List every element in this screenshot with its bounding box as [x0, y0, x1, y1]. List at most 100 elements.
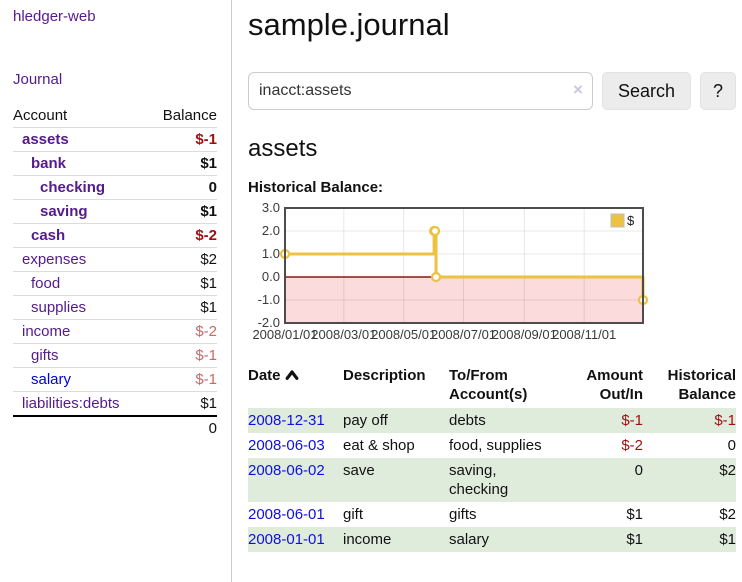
transaction-amount: $1	[626, 506, 643, 523]
transaction-description: pay off	[343, 412, 388, 429]
brand-link[interactable]: hledger-web	[13, 8, 96, 25]
account-name-cell: expenses	[13, 248, 148, 272]
account-name-cell: gifts	[13, 344, 148, 368]
page-title: sample.journal	[248, 7, 450, 42]
transaction-date-link[interactable]: 2008-06-02	[248, 462, 325, 479]
account-row: cash $-2	[13, 223, 217, 248]
accounts-total-value: 0	[148, 415, 217, 440]
sidebar-account-link[interactable]: salary	[31, 371, 72, 388]
accounts-total-spacer	[13, 415, 149, 440]
y-tick-label: 1.0	[262, 246, 280, 261]
account-row: saving $1	[13, 199, 217, 224]
transaction-description: save	[343, 462, 375, 479]
transaction-description: gift	[343, 506, 364, 523]
sidebar-account-link[interactable]: checking	[40, 179, 106, 196]
transaction-amount: $1	[626, 531, 643, 548]
register-row: 2008-06-01 gift gifts $1 $2	[248, 502, 736, 527]
account-name-cell: income	[13, 320, 148, 344]
transaction-date-cell: 2008-01-01	[248, 527, 343, 552]
account-row: checking 0	[13, 175, 217, 200]
sidebar-account-link[interactable]: gifts	[31, 347, 59, 364]
sidebar-account-link[interactable]: saving	[40, 203, 88, 220]
account-name-cell: salary	[13, 368, 148, 392]
transaction-description: eat & shop	[343, 437, 415, 454]
x-tick-label: 2008/05/01	[371, 327, 436, 342]
sort-ascending-icon	[285, 370, 298, 380]
transaction-date-cell: 2008-12-31	[248, 408, 343, 433]
sidebar-account-link[interactable]: food	[31, 275, 61, 292]
sidebar-account-link[interactable]: bank	[31, 155, 67, 172]
register-header-row: Date Description To/From Account(s) Amou…	[248, 363, 736, 408]
plot-border	[284, 207, 644, 324]
accounts-table: Account Balance assets $-1 bank $1 checking 0…	[13, 104, 217, 440]
transaction-date-cell: 2008-06-03	[248, 433, 343, 458]
sidebar-account-link[interactable]: liabilities:debts	[22, 395, 120, 412]
y-tick-label: -2.0	[258, 315, 280, 330]
transaction-date-link[interactable]: 2008-12-31	[248, 412, 325, 429]
transaction-date-link[interactable]: 2008-06-01	[248, 506, 325, 523]
transaction-accounts: debts	[449, 412, 486, 429]
account-balance: $2	[200, 251, 217, 268]
legend-swatch	[610, 213, 625, 228]
account-row: gifts $-1	[13, 343, 217, 368]
transaction-date-cell: 2008-06-02	[248, 458, 343, 502]
historical-balance-chart: $3.0 2.0 1.0 0.0 -1.0 -2.02008/01/012008/03/0…	[252, 203, 648, 342]
register-row: 2008-06-02 save saving, checking 0 $2	[248, 458, 736, 502]
account-balance: $1	[200, 155, 217, 172]
transaction-balance: $2	[719, 506, 736, 523]
transaction-balance: $2	[719, 462, 736, 479]
x-tick-label: 2008/07/01	[431, 327, 496, 342]
register-header-description: Description	[343, 367, 426, 384]
help-button[interactable]: ?	[699, 72, 736, 110]
search-form: × Search ?	[248, 72, 736, 110]
register-header-date[interactable]: Date	[248, 363, 343, 408]
transaction-description: income	[343, 531, 392, 548]
search-box: ×	[248, 72, 593, 110]
sidebar-account-link[interactable]: assets	[22, 131, 69, 148]
negative-region	[285, 277, 643, 323]
transaction-balance: $-1	[714, 412, 736, 429]
account-row: liabilities:debts $1	[13, 391, 217, 417]
account-balance: $-2	[195, 227, 217, 244]
x-tick-label: 2008/09/01	[492, 327, 557, 342]
transaction-date-cell: 2008-06-01	[248, 502, 343, 527]
y-tick-label: 3.0	[262, 203, 280, 215]
transaction-date-link[interactable]: 2008-06-03	[248, 437, 325, 454]
chart-title: Historical Balance:	[248, 179, 384, 196]
x-tick-label: 2008/01/01	[252, 327, 317, 342]
account-balance: $-1	[195, 347, 217, 364]
sidebar-account-link[interactable]: cash	[31, 227, 66, 244]
y-tick-label: -1.0	[258, 292, 280, 307]
transaction-amount: 0	[634, 462, 643, 479]
transaction-balance: $1	[719, 531, 736, 548]
account-name-cell: food	[13, 272, 148, 296]
sidebar-item-journal[interactable]: Journal	[13, 71, 63, 88]
sidebar-account-link[interactable]: supplies	[31, 299, 87, 316]
main-content: sample.journal × Search ? assets Histori…	[232, 0, 742, 582]
data-point-marker	[429, 225, 441, 237]
data-point-marker	[430, 271, 442, 283]
account-name-cell: supplies	[13, 296, 148, 320]
transaction-accounts: gifts	[449, 506, 477, 523]
register-table: Date Description To/From Account(s) Amou…	[248, 363, 736, 552]
account-row: salary $-1	[13, 367, 217, 392]
account-name-cell: saving	[13, 200, 148, 224]
transaction-accounts: saving, checking	[449, 462, 509, 498]
search-input[interactable]	[248, 72, 593, 110]
legend-label: $	[627, 213, 635, 228]
account-name-cell: bank	[13, 152, 148, 176]
account-row: income $-2	[13, 319, 217, 344]
clear-search-icon[interactable]: ×	[573, 80, 583, 99]
account-row: assets $-1	[13, 127, 217, 152]
register-header-accounts: To/From Account(s)	[449, 367, 528, 403]
sidebar-account-link[interactable]: income	[22, 323, 71, 340]
sidebar-account-link[interactable]: expenses	[22, 251, 87, 268]
y-tick-label: 2.0	[262, 223, 280, 238]
account-balance: $1	[200, 275, 217, 292]
accounts-header-account: Account	[13, 107, 68, 124]
accounts-total-row: 0	[13, 415, 217, 440]
account-balance: $-1	[195, 131, 217, 148]
account-balance: $1	[200, 203, 217, 220]
search-button[interactable]: Search	[601, 72, 691, 110]
transaction-date-link[interactable]: 2008-01-01	[248, 531, 325, 548]
